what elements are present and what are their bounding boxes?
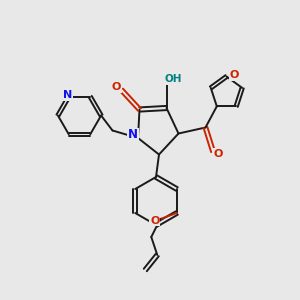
Text: N: N <box>63 90 72 100</box>
Text: O: O <box>150 215 160 226</box>
Text: O: O <box>111 82 121 92</box>
Text: O: O <box>230 70 239 80</box>
Text: OH: OH <box>164 74 182 84</box>
Text: O: O <box>214 149 223 159</box>
Text: N: N <box>128 128 138 142</box>
